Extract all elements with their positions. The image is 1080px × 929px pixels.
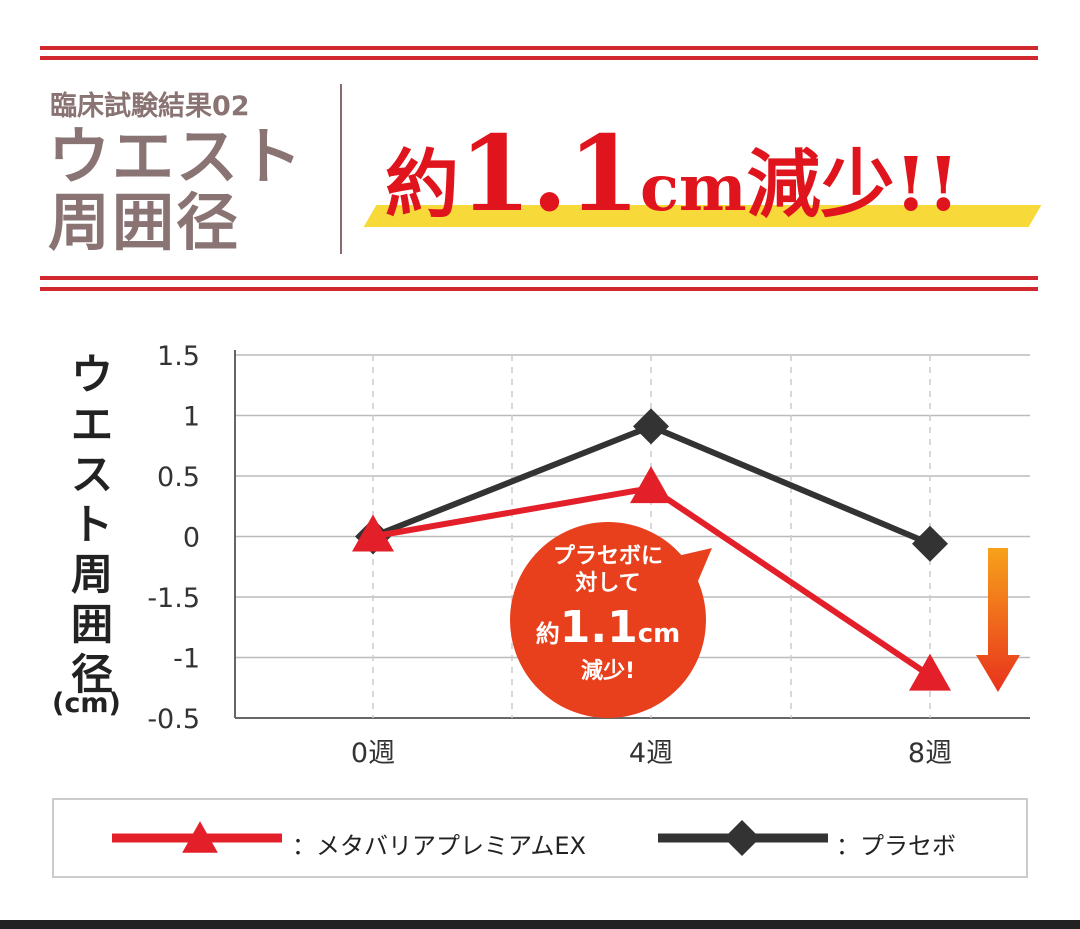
x-tick-label: 0週 (351, 738, 395, 769)
legend-marker-product (182, 821, 218, 853)
annotation-line1: プラセボに (553, 544, 663, 569)
y-tick-label: -1 (173, 644, 200, 675)
y-tick-label: -1.5 (147, 583, 200, 614)
annotation-line3: 約1.1cm (536, 602, 680, 653)
title-line1: ウエスト (48, 120, 305, 193)
bottom-bar (0, 920, 1080, 929)
y-tick-label: -0.5 (147, 704, 200, 735)
annotation-line2: 対して (575, 571, 640, 596)
legend-label-placebo: ：プラセボ (836, 832, 956, 860)
top-rule-1 (40, 46, 1038, 50)
data-point-1 (633, 408, 669, 445)
y-axis-label-char: ス (70, 450, 113, 499)
divider (340, 84, 342, 254)
y-tick-label: 0.5 (157, 462, 200, 493)
data-point-0 (630, 466, 672, 504)
data-point-0 (909, 653, 951, 691)
down-arrow-icon (976, 548, 1020, 692)
x-tick-label: 8週 (908, 738, 952, 769)
top-rule-2 (40, 56, 1038, 60)
y-axis-label-char: エ (70, 400, 113, 449)
y-tick-label: 0 (183, 523, 200, 554)
legend-marker-placebo (724, 820, 760, 856)
title-line2: 周囲径 (48, 186, 241, 259)
y-axis-label-char: ト (70, 500, 113, 549)
data-point-1 (912, 525, 948, 562)
x-tick-label: 4週 (629, 738, 673, 769)
y-axis-label-char: 周 (70, 550, 113, 599)
annotation-bubble (510, 522, 706, 718)
data-point-0 (352, 514, 394, 552)
legend-label-product: ：メタバリアプレミアムEX (292, 832, 586, 860)
headline-prefix: 約 (385, 142, 459, 228)
headline: 約1.1cm減少!! (385, 112, 960, 235)
y-axis-label-char: 径 (70, 650, 113, 699)
y-tick-label: 1.5 (157, 341, 200, 372)
headline-number: 1.1 (459, 112, 640, 235)
y-tick-label: 1 (183, 402, 200, 433)
y-axis-label: ウエスト周囲径 (62, 350, 122, 700)
headline-suffix: 減少!! (746, 142, 960, 228)
headline-unit: cm (639, 151, 747, 226)
annotation-line4: 減少! (581, 659, 635, 684)
y-axis-label-char: 囲 (70, 600, 113, 649)
legend (52, 798, 1028, 878)
subtitle: 臨床試験結果02 (50, 91, 250, 122)
bottom-rule-2 (40, 287, 1038, 291)
y-axis-label-char: ウ (70, 350, 113, 399)
y-axis-unit: (cm) (52, 688, 121, 719)
bottom-rule-1 (40, 276, 1038, 280)
